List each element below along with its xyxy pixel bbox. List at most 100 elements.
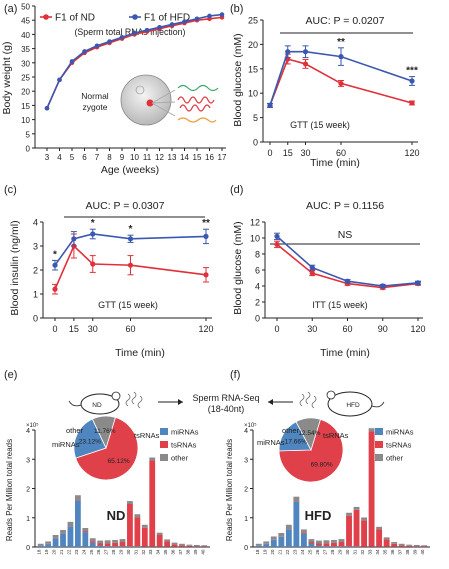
panel-b-x-tick-label: 120	[404, 148, 419, 158]
panel-f-bar-tsrnas	[308, 542, 315, 544]
panel-e-bar-other	[193, 544, 200, 547]
panel-f-x-tick-label: 36	[390, 549, 395, 555]
sperm-left-2	[131, 391, 137, 405]
panel-a-y-tick-label: 40	[21, 31, 30, 40]
panel-f-y-tick-label: 1	[244, 516, 248, 523]
panel-e-bar-mirnas	[104, 546, 111, 547]
panel-e-x-tick-label: 20	[52, 549, 57, 555]
panel-e-bar-other	[141, 524, 148, 528]
panel-e-x-tick-label: 29	[119, 549, 124, 555]
panel-d-x-tick-label: 30	[307, 324, 317, 334]
panel-e-x-tick-label: 35	[163, 549, 168, 555]
panel-f-x-tick-label: 23	[292, 549, 297, 555]
legend-f-mirnas-label: miRNAs	[386, 428, 414, 437]
arrow-right-head	[268, 399, 273, 405]
panel-e-bar-tsrnas	[156, 535, 163, 547]
panel-a-x-tick-label: 7	[95, 153, 100, 162]
panel-d-y-tick-label: 12	[250, 218, 260, 228]
panel-a-x-label: Age (weeks)	[101, 164, 159, 176]
panel-f-x-tick-label: 27	[322, 549, 327, 555]
panel-e-bar-other	[127, 501, 133, 505]
panel-e-bar-mirnas	[37, 545, 44, 547]
panel-f-x-tick-label: 21	[277, 549, 282, 555]
panel-a-x-tick-label: 11	[143, 153, 152, 162]
panel-f-y-tick-label: 2	[244, 487, 248, 494]
panel-e-bar-mirnas	[119, 546, 126, 547]
legend-e-other-swatch	[160, 454, 168, 461]
panel-d-x-tick-label: 0	[274, 324, 279, 334]
panel-d-x-tick-label: 90	[378, 324, 388, 334]
panel-f-y-label: Reads Per Million total reads	[225, 439, 234, 541]
mouse-nd-label: ND	[92, 402, 102, 409]
panel-f-bar-other	[270, 536, 277, 540]
panel-d-y-tick-label: 0	[255, 314, 260, 324]
panel-b-point-nd	[338, 80, 344, 87]
panel-f-bar-tsrnas	[421, 546, 428, 547]
panel-d-point-nd	[274, 241, 280, 247]
panel-c: 0 1 2 3 4 0 15 30 60 120 Blood insulin (ng/ml) T…	[9, 200, 214, 359]
sperm-right-1	[299, 393, 305, 407]
panel-d-y-tick-label: 2	[255, 298, 260, 308]
panel-d-point-hfd	[309, 265, 315, 271]
panel-f-bar-other	[368, 428, 375, 432]
injection-needle-2	[151, 101, 176, 104]
panel-b-x-tick-label: 0	[267, 148, 272, 158]
panel-f-bar-tsrnas	[293, 501, 300, 502]
panel-a-x-tick-label: 16	[205, 153, 214, 162]
panel-f-bar-tsrnas	[331, 542, 337, 547]
panel-d-y-label: Blood glucose (mM)	[232, 221, 244, 314]
mouse-hfd-tail	[371, 401, 385, 408]
panel-f-bar-mirnas	[331, 546, 337, 547]
legend-e-other-label: other	[171, 454, 189, 463]
panel-f-bar-tsrnas	[383, 539, 390, 547]
panel-f-x-tick-label: 34	[375, 549, 380, 555]
panel-f-bar-other	[323, 540, 330, 544]
panel-e-pie-value-tsrnas: 65.12%	[108, 458, 130, 465]
panel-f-bar-mirnas	[285, 529, 292, 547]
panel-e-x-tick-label: 18	[37, 549, 42, 555]
panel-e-pie-label-tsrnas: tsRNAs	[134, 431, 160, 440]
panel-d-y-tick-label: 8	[255, 250, 260, 260]
panel-c-y-tick-label: 3	[33, 242, 38, 252]
panel-e-pie-slice-other	[91, 415, 116, 450]
panel-c-point-hfd	[127, 236, 134, 242]
panel-e-x-tick-label: 30	[126, 549, 131, 555]
panel-b-y-tick-label: 5	[253, 113, 258, 123]
panel-d-point-hfd	[274, 233, 280, 239]
panel-e-bar-tsrnas	[171, 544, 178, 547]
panel-d-x-tick-label: 60	[342, 324, 352, 334]
panel-e-pie-value-other: 11.76%	[94, 428, 116, 435]
panel-e-x-tick-label: 24	[81, 549, 86, 555]
panel-e-bar-other	[156, 532, 163, 536]
panel-c-x-tick-label: 15	[69, 324, 79, 334]
panel-f-bar-mirnas	[263, 544, 270, 547]
panel-b-y-tick-label: 20	[248, 40, 258, 50]
panel-f-bar-other	[346, 512, 352, 516]
panel-f-bar-tsrnas	[406, 545, 413, 547]
panel-f-bar-tsrnas	[361, 520, 367, 547]
panel-f-bar-mirnas	[270, 539, 277, 547]
panel-f-x-tick-label: 22	[285, 549, 290, 555]
panel-f-pie-value-tsrnas: 69.80%	[311, 462, 333, 469]
panel-e-bar-other	[164, 539, 171, 542]
panel-f-bar-mirnas	[316, 545, 322, 547]
panel-f-x-tick-label: 19	[262, 549, 267, 555]
panel-d-title: AUC: P = 0.1156	[306, 200, 384, 212]
zygote-pronucleus	[135, 85, 145, 95]
panel-f-y-tick-label: 4	[244, 428, 248, 435]
panel-f-group-label: HFD	[305, 508, 332, 523]
panel-c-y-tick-label: 4	[33, 218, 38, 228]
panel-e-group-label: ND	[107, 508, 126, 523]
panel-f-bar-other	[293, 496, 300, 502]
panel-a-x-tick-label: 9	[120, 153, 125, 162]
panel-a-point-hfd	[194, 16, 200, 22]
panel-c-x-tick-label: 120	[198, 324, 213, 334]
panel-e-bar-mirnas	[82, 532, 89, 547]
panel-e-bar-tsrnas	[97, 543, 104, 546]
panel-f-x-tick-label: 28	[330, 549, 335, 555]
panel-c-y-tick-label: 1	[33, 290, 38, 300]
panel-f-x-tick-label: 24	[300, 549, 305, 555]
panel-e-bar-tsrnas	[127, 504, 133, 547]
panel-f-bar-tsrnas	[323, 543, 330, 547]
panel-f-bar-mirnas	[323, 546, 330, 547]
